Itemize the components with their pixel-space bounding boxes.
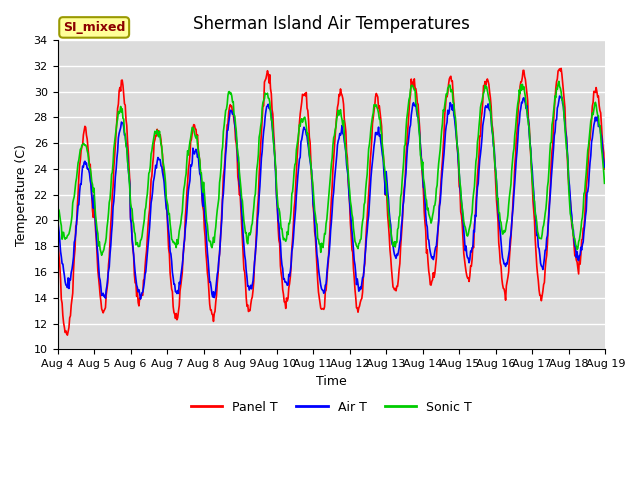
Air T <box>556 93 563 99</box>
Panel T <box>414 101 422 107</box>
Air T <box>63 285 71 290</box>
Panel T <box>557 65 565 71</box>
Sonic T <box>63 233 71 239</box>
Panel T <box>601 166 609 172</box>
Line: Panel T: Panel T <box>58 68 605 335</box>
Panel T <box>205 288 212 294</box>
Air T <box>414 114 422 120</box>
Air T <box>398 217 406 223</box>
Panel T <box>63 332 71 338</box>
Sonic T <box>54 197 61 203</box>
Air T <box>176 281 184 287</box>
Panel T <box>65 329 72 335</box>
Sonic T <box>98 252 106 258</box>
Sonic T <box>398 178 406 183</box>
Sonic T <box>176 224 184 230</box>
Panel T <box>398 222 406 228</box>
Panel T <box>54 225 61 230</box>
Y-axis label: Temperature (C): Temperature (C) <box>15 144 28 246</box>
Sonic T <box>414 114 422 120</box>
Air T <box>601 164 609 170</box>
Air T <box>205 268 212 274</box>
Title: Sherman Island Air Temperatures: Sherman Island Air Temperatures <box>193 15 470 33</box>
Line: Air T: Air T <box>58 96 605 299</box>
Panel T <box>176 288 184 294</box>
Sonic T <box>120 130 128 135</box>
Air T <box>54 214 61 220</box>
Air T <box>136 296 144 302</box>
Sonic T <box>205 238 212 243</box>
X-axis label: Time: Time <box>316 374 347 387</box>
Legend: Panel T, Air T, Sonic T: Panel T, Air T, Sonic T <box>186 396 477 419</box>
Panel T <box>120 101 128 107</box>
Text: SI_mixed: SI_mixed <box>63 21 125 34</box>
Air T <box>120 124 127 130</box>
Sonic T <box>555 78 563 84</box>
Line: Sonic T: Sonic T <box>58 81 605 255</box>
Sonic T <box>601 180 609 186</box>
